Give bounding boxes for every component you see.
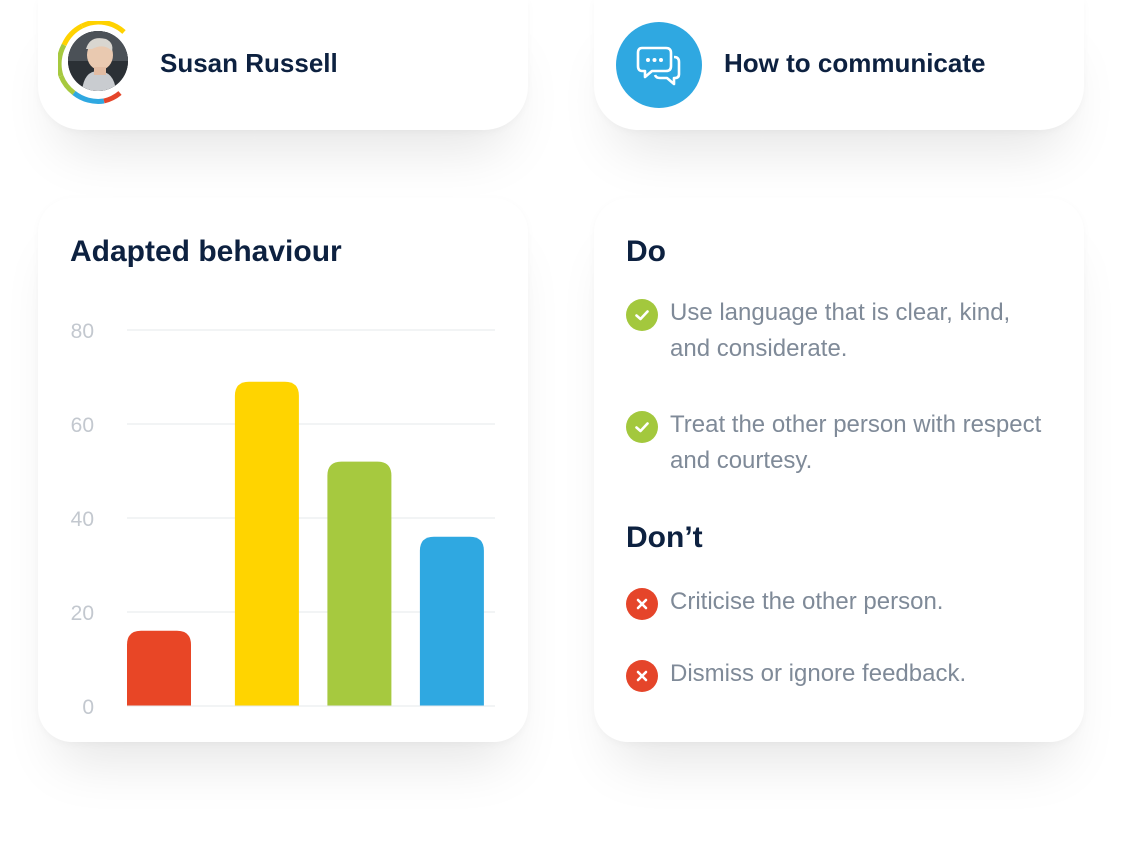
bar[interactable] xyxy=(234,381,299,706)
bar[interactable] xyxy=(419,536,484,706)
y-tick-label: 80 xyxy=(71,320,94,343)
do-title: Do xyxy=(626,235,666,268)
communicate-card: How to communicate xyxy=(594,0,1084,130)
avatar-photo xyxy=(68,31,128,91)
communicate-title: How to communicate xyxy=(724,48,986,78)
y-tick-label: 40 xyxy=(71,508,94,531)
check-icon xyxy=(626,411,658,443)
dont-item-text: Dismiss or ignore feedback. xyxy=(670,660,967,687)
profile-card: Susan Russell xyxy=(38,0,528,130)
dont-title: Don’t xyxy=(626,521,703,554)
cross-icon xyxy=(626,588,658,620)
dos-donts-card xyxy=(594,198,1084,742)
do-item-text: Treat the other person with respect and … xyxy=(670,411,1042,474)
bar[interactable] xyxy=(127,630,191,706)
bar[interactable] xyxy=(327,461,392,706)
y-tick-label: 20 xyxy=(71,602,94,625)
y-tick-label: 0 xyxy=(82,696,94,719)
cross-icon xyxy=(626,660,658,692)
avatar[interactable] xyxy=(58,21,138,109)
dont-item-text: Criticise the other person. xyxy=(670,588,944,615)
profile-name: Susan Russell xyxy=(160,48,338,78)
check-icon xyxy=(626,299,658,331)
chart-title: Adapted behaviour xyxy=(70,235,342,268)
avatar-ring xyxy=(58,21,126,104)
do-item-text: Use language that is clear, kind, and co… xyxy=(670,299,1011,362)
y-tick-label: 60 xyxy=(71,414,94,437)
chat-bubbles-icon xyxy=(616,22,702,108)
